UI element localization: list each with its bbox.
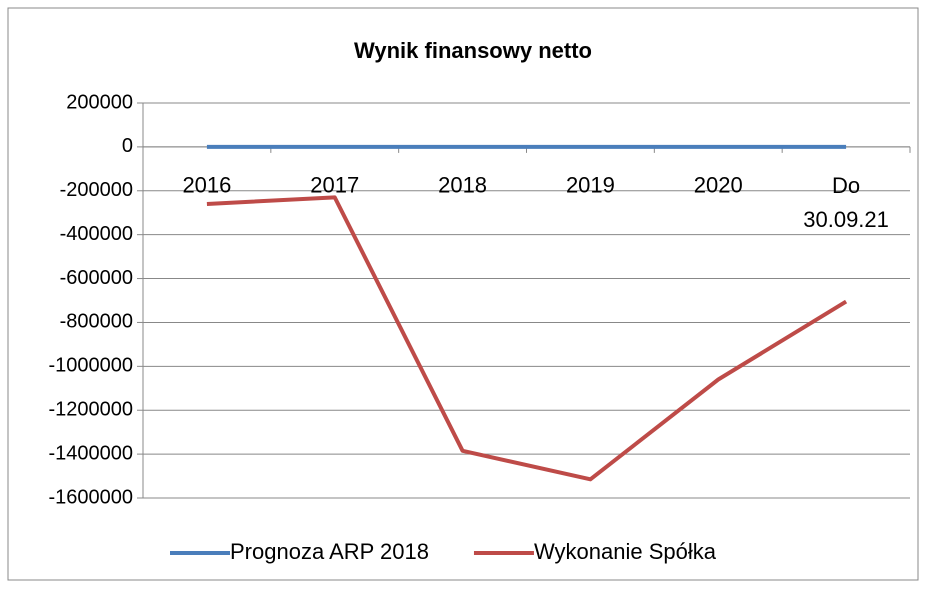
x-tick-label: 2020 (694, 173, 743, 198)
x-tick-label: 2019 (566, 173, 615, 198)
y-tick-label: -1000000 (48, 355, 133, 377)
legend-label: Prognoza ARP 2018 (230, 539, 429, 564)
x-tick-label: 2016 (182, 173, 231, 198)
line-series (206, 195, 848, 482)
y-tick-label: -1400000 (48, 442, 133, 464)
y-tick-label: -800000 (60, 311, 133, 333)
y-tick-label: 200000 (66, 91, 133, 113)
y-tick-label: -200000 (60, 179, 133, 201)
y-tick-label: -1600000 (48, 486, 133, 508)
y-tick-label: -400000 (60, 223, 133, 245)
y-tick-label: -1200000 (48, 399, 133, 421)
y-tick-label: 0 (122, 135, 133, 157)
chart-border (7, 7, 919, 581)
legend-label: Wykonanie Spółka (534, 539, 717, 564)
y-tick-label: -600000 (60, 267, 133, 289)
chart-title: Wynik finansowy netto (354, 38, 592, 63)
x-tick-label: 2017 (310, 173, 359, 198)
x-tick-label: Do 30.09.21 (803, 173, 889, 232)
x-tick-label: 2018 (438, 173, 487, 198)
